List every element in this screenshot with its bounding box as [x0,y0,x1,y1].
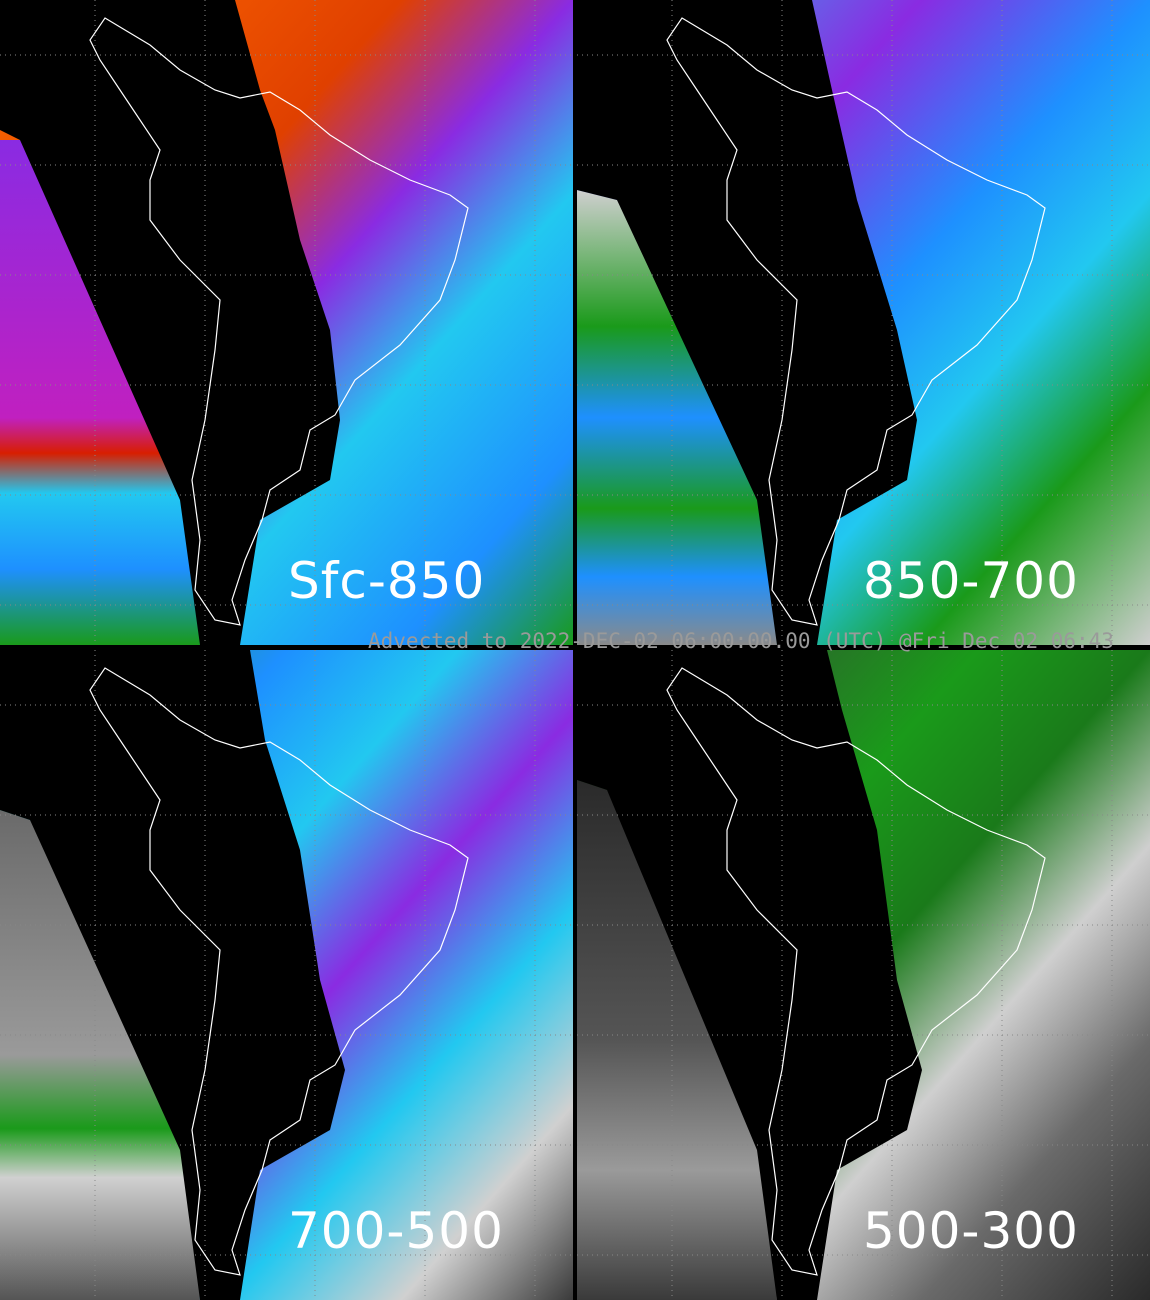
panel-700-500: 700-500 [0,650,573,1300]
coastline-outline [89,17,469,626]
moisture-layer-map [0,650,573,1300]
layer-label: Sfc-850 [288,552,486,610]
coastline-outline [89,667,469,1276]
coastline-outline [666,17,1046,626]
advection-timestamp-caption: Advected to 2022-DEC-02 06:00:00.00 (UTC… [368,629,1114,653]
panel-500-300: 500-300 [577,650,1150,1300]
no-data-region [0,650,345,1300]
moisture-layer-map [577,0,1150,645]
layer-label: 850-700 [863,552,1079,610]
coastline-outline [666,667,1046,1276]
layer-label: 500-300 [863,1202,1079,1260]
moisture-layer-map [577,650,1150,1300]
moisture-layer-map [0,0,573,645]
no-data-region [577,0,917,645]
no-data-region [0,0,340,645]
layer-label: 700-500 [288,1202,504,1260]
panel-sfc-850: Sfc-850 [0,0,573,645]
panel-850-700: 850-700 [577,0,1150,645]
no-data-region [577,650,922,1300]
